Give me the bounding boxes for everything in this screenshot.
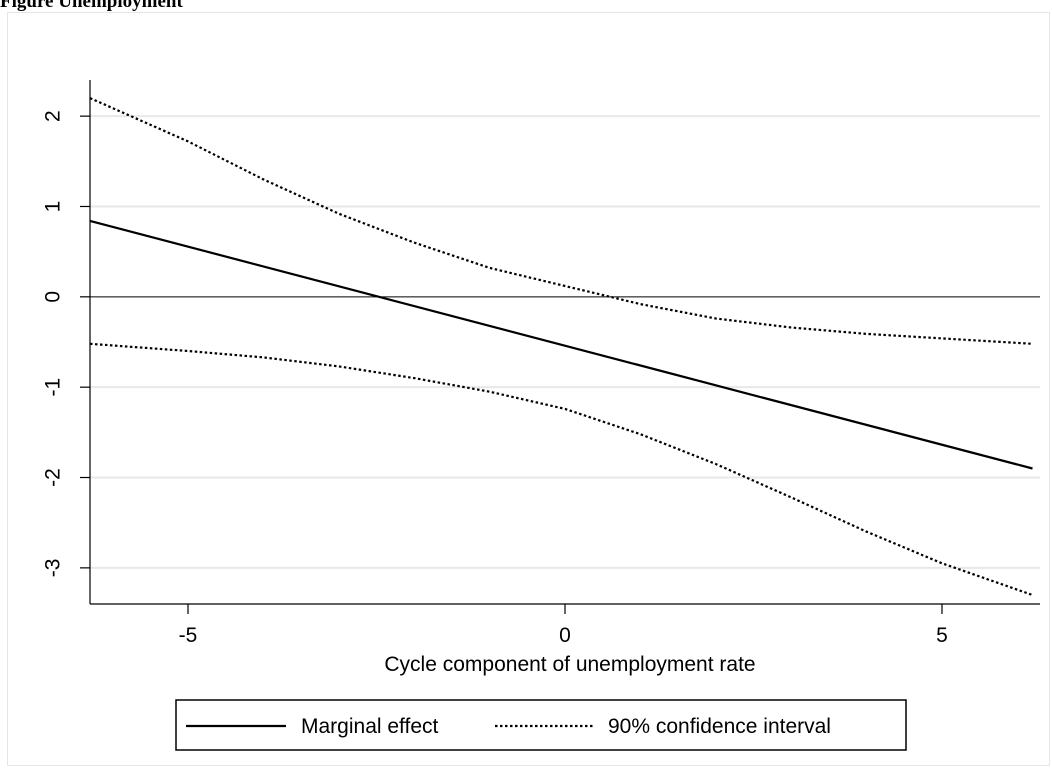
y-tick-label: 2 [41,110,64,122]
x-tick-label: 0 [559,624,571,647]
figure-caption: Figure Unemployment [0,0,183,12]
x-tick-label: -5 [179,624,198,647]
y-tick-label: -3 [41,559,64,578]
series-line-ci-lower [89,342,1033,597]
chart-frame [7,12,1050,766]
y-tick-label: 1 [41,201,64,213]
x-axis-title: Cycle component of unemployment rate [384,653,755,676]
y-tick-label: -1 [41,378,64,397]
series-line-marginal-effect [89,219,1033,470]
legend: Marginal effect 90% confidence interval [175,699,907,751]
y-tick-label: -2 [41,468,64,487]
x-tick-label: 5 [936,624,948,647]
series-layer [89,97,1033,597]
grid-layer [90,115,1040,569]
legend-label-marginal-effect: Marginal effect [301,715,439,738]
series-line-ci-upper [89,97,1033,345]
legend-label-confidence-interval: 90% confidence interval [608,715,831,738]
axis-layer: -3 -2 -1 0 1 2 -5 0 5 [41,80,1040,647]
y-tick-label: 0 [41,291,64,303]
